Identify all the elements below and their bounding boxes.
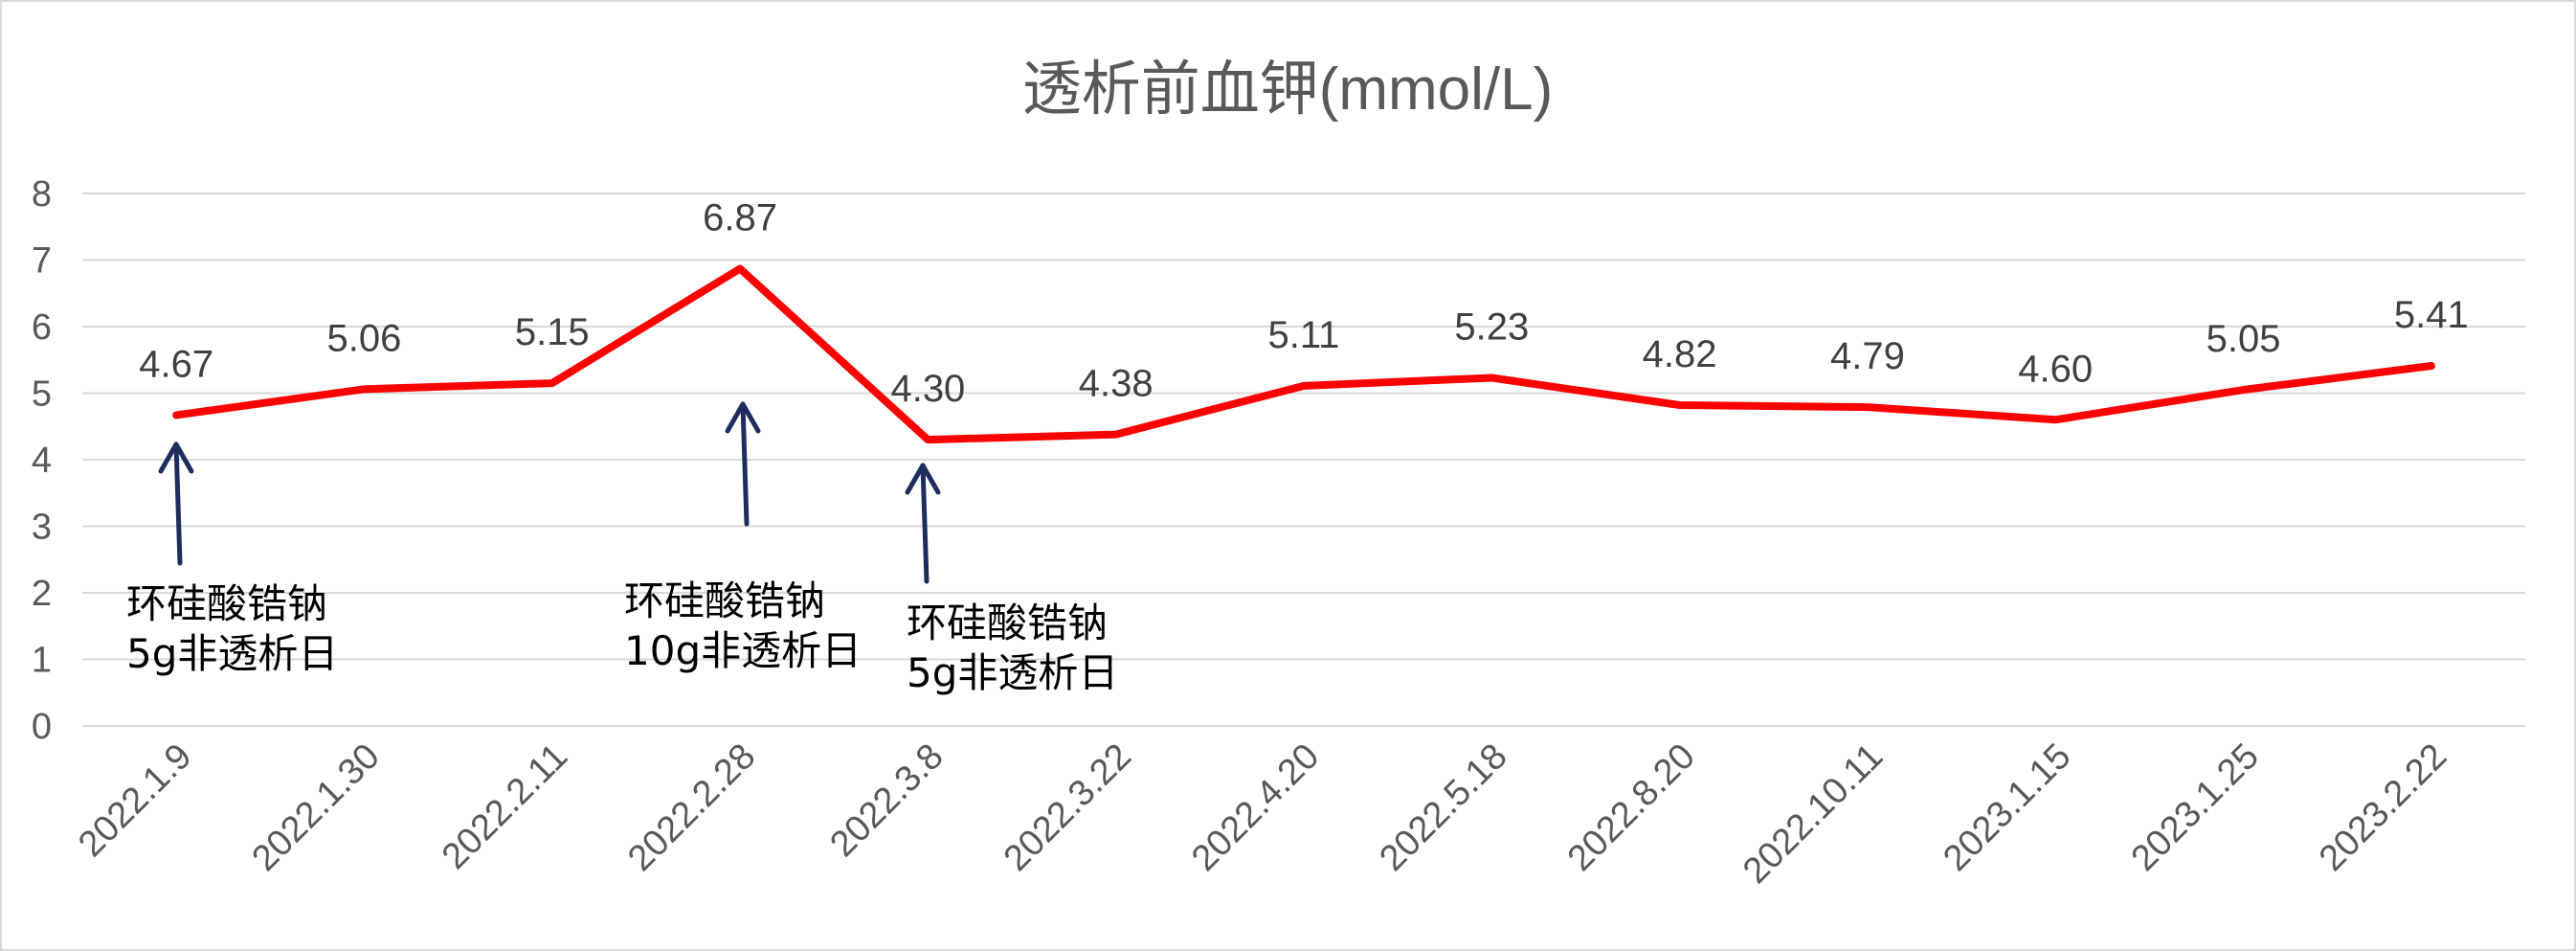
data-label: 4.60 <box>2018 348 2093 390</box>
data-point <box>549 381 554 386</box>
x-tick-label: 2022.3.8 <box>822 736 951 865</box>
data-point <box>1113 432 1118 437</box>
annotation-arrowhead <box>725 401 761 434</box>
data-point <box>362 387 367 392</box>
data-point <box>2429 364 2433 369</box>
x-tick-label: 2023.2.22 <box>2312 736 2454 879</box>
data-label: 4.79 <box>1830 335 1905 377</box>
data-label: 5.11 <box>1268 314 1340 356</box>
x-tick-label: 2023.1.15 <box>1936 736 2078 879</box>
data-point <box>2241 388 2246 393</box>
series-line-group <box>172 264 2435 444</box>
y-axis-ticks: 0 1 2 3 4 5 6 7 8 <box>32 174 52 747</box>
x-tick-label: 2022.10.11 <box>1736 736 1891 892</box>
annotation-line1: 环硅酸锆钠 <box>907 600 1108 646</box>
data-label: 4.38 <box>1079 363 1154 405</box>
annotation-arrow <box>740 401 750 527</box>
data-label: 6.87 <box>703 197 777 239</box>
data-labels: 4.67 5.06 5.15 6.87 4.30 4.38 5.11 5.23 4.82 4.79… <box>139 197 2469 411</box>
data-label: 5.23 <box>1454 306 1529 349</box>
y-tick-label: 1 <box>32 641 52 681</box>
y-tick-label: 3 <box>32 508 52 548</box>
x-tick-label: 2022.1.30 <box>245 736 388 879</box>
data-label: 5.41 <box>2394 294 2469 336</box>
y-tick-label: 4 <box>32 441 52 481</box>
y-tick-label: 2 <box>32 574 52 614</box>
y-tick-label: 7 <box>32 241 52 282</box>
annotation-line2: 10g非透析日 <box>624 627 862 674</box>
data-point <box>1302 383 1306 388</box>
annotation-arrow <box>173 442 183 566</box>
data-point <box>1677 403 1682 408</box>
y-tick-label: 8 <box>32 174 52 215</box>
data-label: 4.67 <box>139 343 213 385</box>
x-tick-label: 2022.4.20 <box>1184 736 1327 879</box>
data-point <box>2053 418 2058 422</box>
x-tick-label: 2022.5.18 <box>1372 736 1514 879</box>
y-tick-label: 6 <box>32 307 52 348</box>
annotation-line2: 5g非透析日 <box>907 649 1118 696</box>
gridlines <box>82 192 2525 727</box>
data-point <box>1865 405 1870 410</box>
x-tick-label: 2022.8.20 <box>1560 736 1703 879</box>
y-tick-label: 0 <box>32 707 52 747</box>
x-axis-ticks: 2022.1.9 2022.1.30 2022.2.11 2022.2.28 2022.… <box>71 736 2454 892</box>
annotation-line1: 环硅酸锆钠 <box>126 580 327 627</box>
data-point <box>738 266 743 271</box>
annotation-line2: 5g非透析日 <box>126 630 338 677</box>
annotation-line1: 环硅酸锆钠 <box>624 577 825 624</box>
data-point <box>1490 375 1494 380</box>
x-tick-label: 2023.1.25 <box>2124 736 2267 879</box>
data-label: 5.15 <box>515 311 590 353</box>
data-label: 5.05 <box>2206 318 2281 360</box>
data-label: 4.82 <box>1643 333 1717 375</box>
data-label: 5.06 <box>327 317 402 359</box>
x-tick-label: 2022.2.28 <box>620 736 763 879</box>
x-tick-label: 2022.3.22 <box>997 736 1139 879</box>
annotation-arrowhead <box>905 463 941 495</box>
y-tick-label: 5 <box>32 374 52 415</box>
data-point <box>174 413 179 418</box>
x-tick-label: 2022.1.9 <box>71 736 199 865</box>
annotation-arrowhead <box>158 442 194 474</box>
x-tick-label: 2022.2.11 <box>435 736 575 877</box>
annotation-arrow <box>920 463 930 584</box>
data-point <box>926 438 930 442</box>
data-label: 4.30 <box>890 368 965 410</box>
chart-title: 透析前血钾(mmol/L) <box>1022 57 1554 123</box>
